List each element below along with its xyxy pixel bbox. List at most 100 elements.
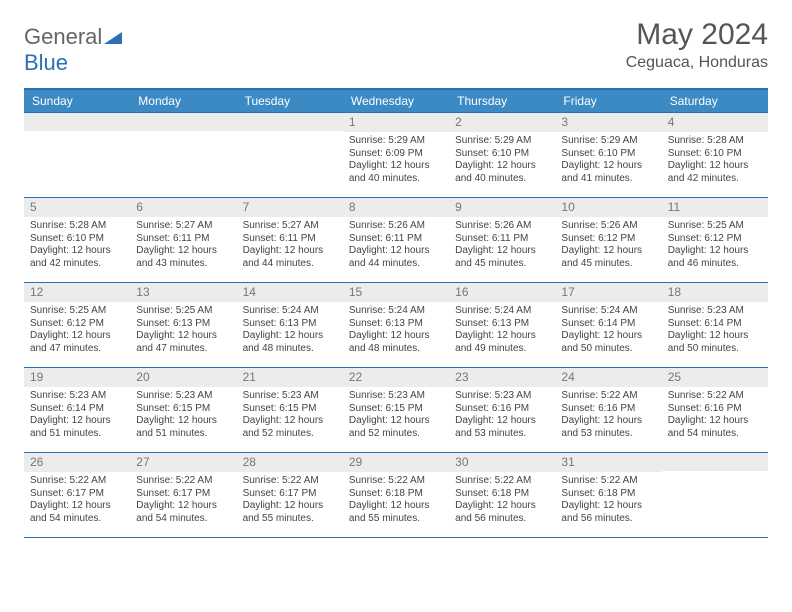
day-header: Thursday <box>449 90 555 112</box>
daylight-text: Daylight: 12 hours and 51 minutes. <box>136 415 230 440</box>
day-number: 30 <box>449 453 555 472</box>
calendar-day: 24Sunrise: 5:22 AMSunset: 6:16 PMDayligh… <box>555 368 661 452</box>
day-number: 2 <box>449 113 555 132</box>
day-number: 17 <box>555 283 661 302</box>
sunset-text: Sunset: 6:18 PM <box>561 488 655 501</box>
calendar-day <box>237 113 343 197</box>
daylight-text: Daylight: 12 hours and 52 minutes. <box>243 415 337 440</box>
daylight-text: Daylight: 12 hours and 52 minutes. <box>349 415 443 440</box>
day-number: 8 <box>343 198 449 217</box>
calendar-day: 27Sunrise: 5:22 AMSunset: 6:17 PMDayligh… <box>130 453 236 537</box>
calendar-day: 22Sunrise: 5:23 AMSunset: 6:15 PMDayligh… <box>343 368 449 452</box>
day-number: 15 <box>343 283 449 302</box>
day-number: 24 <box>555 368 661 387</box>
calendar-day: 28Sunrise: 5:22 AMSunset: 6:17 PMDayligh… <box>237 453 343 537</box>
daylight-text: Daylight: 12 hours and 55 minutes. <box>349 500 443 525</box>
calendar-day: 7 Sunrise: 5:27 AMSunset: 6:11 PMDaylight… <box>237 198 343 282</box>
sunrise-text: Sunrise: 5:28 AM <box>668 135 762 148</box>
sunset-text: Sunset: 6:10 PM <box>561 148 655 161</box>
daylight-text: Daylight: 12 hours and 48 minutes. <box>349 330 443 355</box>
daylight-text: Daylight: 12 hours and 44 minutes. <box>243 245 337 270</box>
day-header: Sunday <box>24 90 130 112</box>
sunset-text: Sunset: 6:17 PM <box>136 488 230 501</box>
day-number: 20 <box>130 368 236 387</box>
calendar-day: 13Sunrise: 5:25 AMSunset: 6:13 PMDayligh… <box>130 283 236 367</box>
calendar-day: 8Sunrise: 5:26 AMSunset: 6:11 PMDaylight… <box>343 198 449 282</box>
empty-day-header <box>662 453 768 471</box>
sunrise-text: Sunrise: 5:24 AM <box>349 305 443 318</box>
sunrise-text: Sunrise: 5:22 AM <box>349 475 443 488</box>
day-number: 26 <box>24 453 130 472</box>
day-number: 11 <box>662 198 768 217</box>
daylight-text: Daylight: 12 hours and 53 minutes. <box>561 415 655 440</box>
day-number: 7 <box>237 198 343 217</box>
sunrise-text: Sunrise: 5:24 AM <box>243 305 337 318</box>
daylight-text: Daylight: 12 hours and 54 minutes. <box>30 500 124 525</box>
sunset-text: Sunset: 6:16 PM <box>668 403 762 416</box>
sunrise-text: Sunrise: 5:23 AM <box>668 305 762 318</box>
sunrise-text: Sunrise: 5:22 AM <box>668 390 762 403</box>
daylight-text: Daylight: 12 hours and 48 minutes. <box>243 330 337 355</box>
sunset-text: Sunset: 6:09 PM <box>349 148 443 161</box>
day-number: 21 <box>237 368 343 387</box>
sunset-text: Sunset: 6:11 PM <box>136 233 230 246</box>
calendar-day: 11Sunrise: 5:25 AMSunset: 6:12 PMDayligh… <box>662 198 768 282</box>
day-number: 28 <box>237 453 343 472</box>
sunset-text: Sunset: 6:16 PM <box>561 403 655 416</box>
sunset-text: Sunset: 6:14 PM <box>668 318 762 331</box>
calendar-week: 19Sunrise: 5:23 AMSunset: 6:14 PMDayligh… <box>24 368 768 453</box>
sunrise-text: Sunrise: 5:27 AM <box>243 220 337 233</box>
sunrise-text: Sunrise: 5:23 AM <box>455 390 549 403</box>
calendar-day: 1Sunrise: 5:29 AMSunset: 6:09 PMDaylight… <box>343 113 449 197</box>
day-number: 27 <box>130 453 236 472</box>
daylight-text: Daylight: 12 hours and 46 minutes. <box>668 245 762 270</box>
sunset-text: Sunset: 6:13 PM <box>455 318 549 331</box>
sunset-text: Sunset: 6:18 PM <box>349 488 443 501</box>
daylight-text: Daylight: 12 hours and 56 minutes. <box>561 500 655 525</box>
daylight-text: Daylight: 12 hours and 45 minutes. <box>455 245 549 270</box>
calendar-day: 5Sunrise: 5:28 AMSunset: 6:10 PMDaylight… <box>24 198 130 282</box>
day-number: 18 <box>662 283 768 302</box>
sunrise-text: Sunrise: 5:26 AM <box>349 220 443 233</box>
calendar-day: 15Sunrise: 5:24 AMSunset: 6:13 PMDayligh… <box>343 283 449 367</box>
sunrise-text: Sunrise: 5:22 AM <box>561 475 655 488</box>
calendar-body: 1Sunrise: 5:29 AMSunset: 6:09 PMDaylight… <box>24 112 768 538</box>
daylight-text: Daylight: 12 hours and 45 minutes. <box>561 245 655 270</box>
calendar-day: 9Sunrise: 5:26 AMSunset: 6:11 PMDaylight… <box>449 198 555 282</box>
brand-text: General Blue <box>24 24 122 76</box>
calendar-week: 26Sunrise: 5:22 AMSunset: 6:17 PMDayligh… <box>24 453 768 538</box>
day-number: 29 <box>343 453 449 472</box>
daylight-text: Daylight: 12 hours and 54 minutes. <box>668 415 762 440</box>
daylight-text: Daylight: 12 hours and 40 minutes. <box>455 160 549 185</box>
daylight-text: Daylight: 12 hours and 50 minutes. <box>668 330 762 355</box>
day-number: 6 <box>130 198 236 217</box>
calendar-day: 14 Sunrise: 5:24 AMSunset: 6:13 PMDayligh… <box>237 283 343 367</box>
daylight-text: Daylight: 12 hours and 49 minutes. <box>455 330 549 355</box>
calendar-day: 16Sunrise: 5:24 AMSunset: 6:13 PMDayligh… <box>449 283 555 367</box>
calendar-day: 3Sunrise: 5:29 AMSunset: 6:10 PMDaylight… <box>555 113 661 197</box>
daylight-text: Daylight: 12 hours and 50 minutes. <box>561 330 655 355</box>
daylight-text: Daylight: 12 hours and 41 minutes. <box>561 160 655 185</box>
day-number: 14 <box>237 283 343 302</box>
calendar-day: 29 Sunrise: 5:22 AMSunset: 6:18 PMDayligh… <box>343 453 449 537</box>
calendar-day: 19Sunrise: 5:23 AMSunset: 6:14 PMDayligh… <box>24 368 130 452</box>
calendar-header-row: Sunday Monday Tuesday Wednesday Thursday… <box>24 88 768 112</box>
sunset-text: Sunset: 6:11 PM <box>243 233 337 246</box>
daylight-text: Daylight: 12 hours and 51 minutes. <box>30 415 124 440</box>
sunset-text: Sunset: 6:12 PM <box>561 233 655 246</box>
sunrise-text: Sunrise: 5:22 AM <box>136 475 230 488</box>
sunset-text: Sunset: 6:10 PM <box>668 148 762 161</box>
sunset-text: Sunset: 6:15 PM <box>136 403 230 416</box>
day-header: Monday <box>130 90 236 112</box>
calendar-day: 25Sunrise: 5:22 AMSunset: 6:16 PMDayligh… <box>662 368 768 452</box>
daylight-text: Daylight: 12 hours and 42 minutes. <box>668 160 762 185</box>
calendar-day: 26Sunrise: 5:22 AMSunset: 6:17 PMDayligh… <box>24 453 130 537</box>
sunrise-text: Sunrise: 5:22 AM <box>455 475 549 488</box>
title-block: May 2024 Ceguaca, Honduras <box>626 18 768 72</box>
sunrise-text: Sunrise: 5:22 AM <box>30 475 124 488</box>
day-header: Friday <box>555 90 661 112</box>
day-number: 22 <box>343 368 449 387</box>
sunrise-text: Sunrise: 5:24 AM <box>455 305 549 318</box>
sunset-text: Sunset: 6:13 PM <box>243 318 337 331</box>
calendar-day: 10Sunrise: 5:26 AMSunset: 6:12 PMDayligh… <box>555 198 661 282</box>
